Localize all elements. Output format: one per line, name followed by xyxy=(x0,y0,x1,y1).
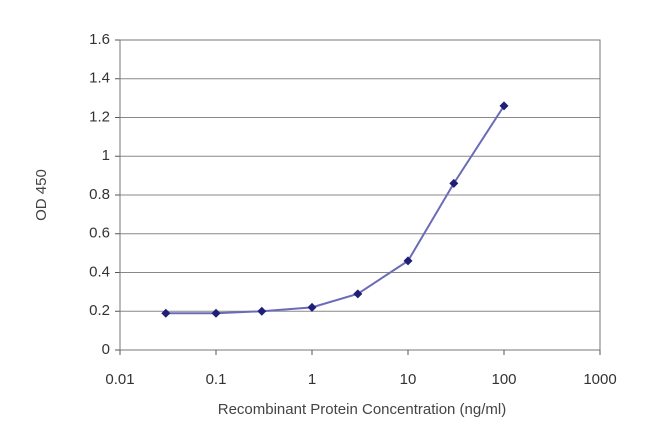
y-tick-label: 0.6 xyxy=(89,225,110,242)
y-tick-label: 0.4 xyxy=(89,263,110,280)
x-tick-label: 0.1 xyxy=(206,371,227,388)
marker xyxy=(211,308,221,318)
line xyxy=(165,105,505,315)
marker xyxy=(161,308,171,318)
marker xyxy=(403,256,413,266)
y-tick-label: 0 xyxy=(102,341,110,358)
y-tick-label: 0.8 xyxy=(89,186,110,203)
x-tick-label: 1000 xyxy=(583,371,616,388)
y-tick-label: 1.2 xyxy=(89,108,110,125)
marker xyxy=(499,101,509,111)
x-tick-label: 0.01 xyxy=(105,371,134,388)
marker xyxy=(257,306,267,316)
x-tick-label: 10 xyxy=(400,371,417,388)
plot-frame xyxy=(119,39,601,351)
y-tick-label: 1.6 xyxy=(89,31,110,48)
marker xyxy=(353,289,363,299)
y-tick-label: 1 xyxy=(102,147,110,164)
marker xyxy=(307,302,317,312)
x-tick-label: 100 xyxy=(491,371,516,388)
marker xyxy=(449,178,459,188)
y-tick-label: 1.4 xyxy=(89,70,110,87)
y-tick-label: 0.2 xyxy=(89,302,110,319)
y-axis-title: OD 450 xyxy=(33,169,50,221)
x-tick-label: 1 xyxy=(308,371,316,388)
x-axis-title: Recombinant Protein Concentration (ng/ml… xyxy=(218,401,506,418)
